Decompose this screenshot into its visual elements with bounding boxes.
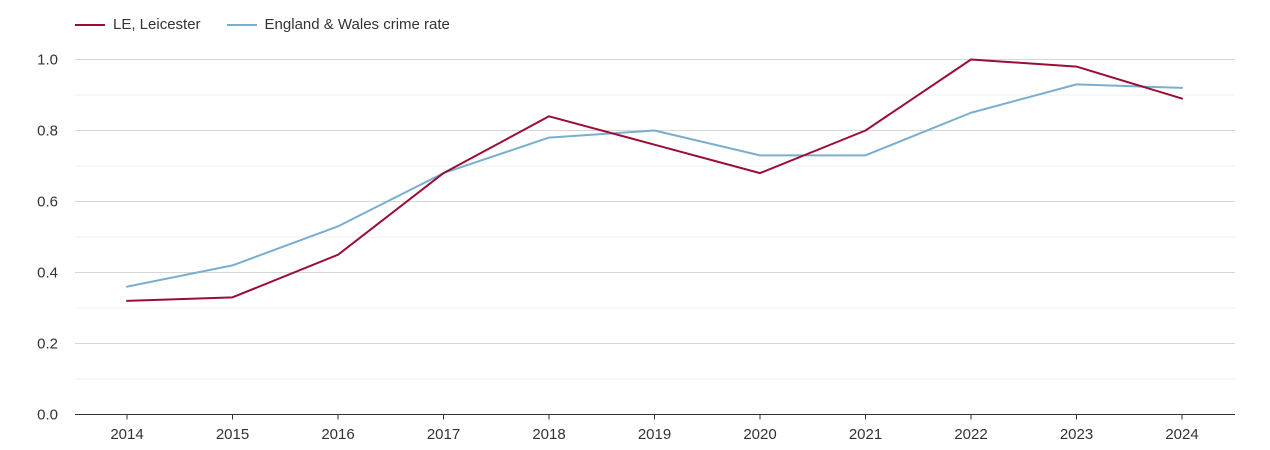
y-tick-label: 0.2 [37, 336, 58, 353]
y-tick-label: 1.0 [37, 52, 58, 69]
x-tick-label: 2019 [638, 426, 671, 443]
x-tick-label: 2017 [427, 426, 460, 443]
legend: LE, Leicester England & Wales crime rate [75, 16, 450, 33]
legend-item-leicester[interactable]: LE, Leicester [75, 16, 201, 33]
legend-item-england-wales[interactable]: England & Wales crime rate [226, 16, 450, 33]
legend-label-leicester: LE, Leicester [113, 16, 201, 33]
legend-swatch-england-wales [226, 23, 257, 26]
legend-swatch-leicester [75, 23, 105, 26]
series-line-leicester [126, 58, 1183, 302]
y-tick-label: 0.8 [37, 123, 58, 140]
x-tick-label: 2015 [216, 426, 249, 443]
series-line-england-wales [126, 83, 1183, 288]
x-tick-label: 2021 [849, 426, 882, 443]
x-tick-label: 2024 [1165, 426, 1198, 443]
x-tick-label: 2016 [321, 426, 354, 443]
x-tick-label: 2014 [110, 426, 143, 443]
y-tick-label: 0.6 [37, 194, 58, 211]
y-tick-label: 0.0 [37, 407, 58, 424]
x-tick-label: 2020 [743, 426, 776, 443]
legend-label-england-wales: England & Wales crime rate [264, 16, 450, 33]
x-tick-label: 2018 [532, 426, 565, 443]
y-tick-label: 0.4 [37, 265, 58, 282]
x-tick-label: 2022 [954, 426, 987, 443]
x-tick-label: 2023 [1060, 426, 1093, 443]
